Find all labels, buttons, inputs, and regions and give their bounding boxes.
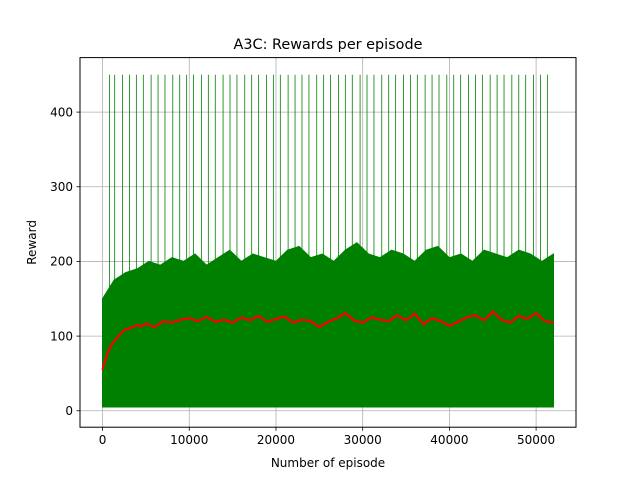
reward-series-band bbox=[102, 242, 554, 408]
x-tick-label: 20000 bbox=[257, 433, 295, 447]
x-axis-label: Number of episode bbox=[271, 456, 385, 470]
x-tick-label: 50000 bbox=[517, 433, 555, 447]
y-tick-label: 300 bbox=[50, 180, 73, 194]
axis-ticks: 0 10000 20000 30000 40000 50000 0 100 200 300 400 bbox=[50, 105, 555, 447]
plot-frame bbox=[79, 57, 577, 428]
x-tick-label: 40000 bbox=[430, 433, 468, 447]
y-tick-label: 200 bbox=[50, 255, 73, 269]
x-tick-label: 30000 bbox=[344, 433, 382, 447]
x-tick-label: 0 bbox=[99, 433, 107, 447]
y-tick-label: 0 bbox=[65, 404, 73, 418]
y-axis-label: Reward bbox=[25, 220, 39, 265]
chart-title: A3C: Rewards per episode bbox=[234, 37, 423, 53]
y-tick-label: 400 bbox=[50, 105, 73, 119]
x-tick-label: 10000 bbox=[170, 433, 208, 447]
y-tick-label: 100 bbox=[50, 329, 73, 343]
moving-average-line bbox=[101, 310, 554, 371]
plot-data bbox=[101, 74, 554, 408]
